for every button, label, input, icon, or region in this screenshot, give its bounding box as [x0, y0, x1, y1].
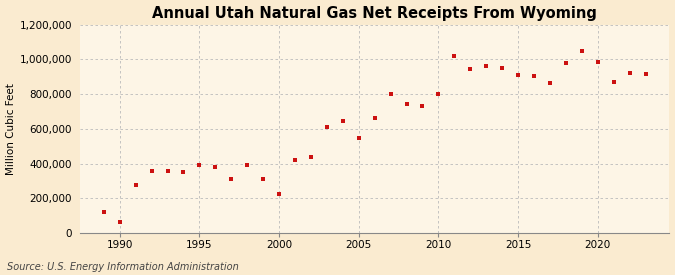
- Point: [99, 210, 109, 214]
- Point: [273, 192, 284, 196]
- Point: [497, 66, 508, 70]
- Point: [242, 163, 252, 167]
- Text: Source: U.S. Energy Information Administration: Source: U.S. Energy Information Administ…: [7, 262, 238, 272]
- Point: [353, 136, 364, 141]
- Point: [593, 60, 603, 64]
- Point: [258, 177, 269, 182]
- Point: [146, 169, 157, 174]
- Point: [513, 73, 524, 77]
- Point: [114, 220, 125, 224]
- Point: [576, 48, 587, 53]
- Point: [624, 71, 635, 75]
- Point: [130, 182, 141, 187]
- Point: [385, 92, 396, 96]
- Point: [290, 158, 300, 162]
- Point: [194, 162, 205, 167]
- Point: [608, 80, 619, 84]
- Point: [417, 104, 428, 108]
- Point: [529, 74, 539, 78]
- Point: [162, 168, 173, 173]
- Point: [178, 170, 189, 175]
- Point: [449, 54, 460, 58]
- Point: [306, 155, 317, 159]
- Point: [321, 125, 332, 129]
- Point: [433, 92, 443, 96]
- Point: [369, 116, 380, 121]
- Point: [226, 177, 237, 182]
- Point: [481, 64, 491, 68]
- Title: Annual Utah Natural Gas Net Receipts From Wyoming: Annual Utah Natural Gas Net Receipts Fro…: [153, 6, 597, 21]
- Point: [338, 119, 348, 123]
- Point: [545, 81, 556, 85]
- Point: [640, 72, 651, 76]
- Point: [210, 165, 221, 169]
- Point: [560, 60, 571, 65]
- Y-axis label: Million Cubic Feet: Million Cubic Feet: [5, 83, 16, 175]
- Point: [465, 67, 476, 71]
- Point: [401, 101, 412, 106]
